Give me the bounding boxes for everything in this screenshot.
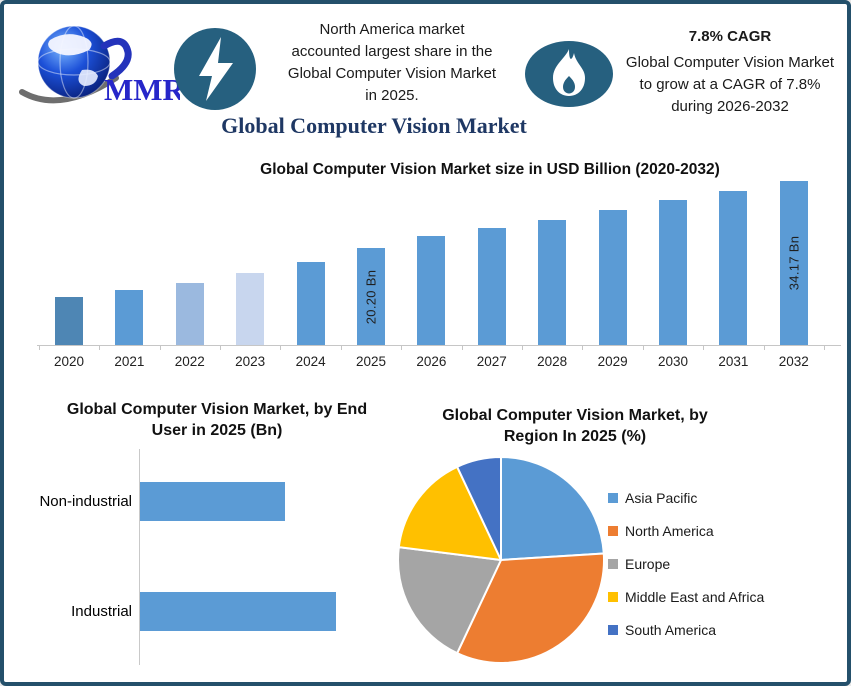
x-axis-tick bbox=[159, 346, 161, 350]
mmr-logo: MMR bbox=[16, 18, 186, 110]
x-axis-tick bbox=[99, 346, 101, 350]
enduser-chart-title: Global Computer Vision Market, by End Us… bbox=[66, 401, 368, 439]
page-title: Global Computer Vision Market bbox=[221, 113, 527, 138]
x-axis-label-2027: 2027 bbox=[476, 354, 507, 369]
legend-item-north-america: North America bbox=[608, 514, 764, 547]
bar-2030 bbox=[659, 200, 687, 345]
x-axis-label-2022: 2022 bbox=[174, 354, 205, 369]
x-axis-tick bbox=[522, 346, 523, 350]
x-axis-tick bbox=[280, 346, 282, 350]
x-axis-tick bbox=[582, 346, 584, 350]
pie-slice-middle-east-and-africa bbox=[397, 465, 502, 561]
legend-swatch-icon bbox=[608, 558, 618, 569]
x-axis-tick bbox=[38, 346, 40, 350]
bar-2031 bbox=[719, 190, 748, 345]
legend-swatch-icon bbox=[608, 624, 618, 635]
legend-label: North America bbox=[625, 522, 714, 539]
legend-label: South America bbox=[625, 621, 717, 638]
enduser-chart-plot bbox=[140, 449, 380, 665]
legend-swatch-icon bbox=[608, 525, 618, 536]
x-axis-label-2030: 2030 bbox=[657, 354, 689, 369]
logo-text: MMR bbox=[104, 72, 180, 107]
region-pie-chart bbox=[397, 456, 605, 664]
hbar-industrial bbox=[140, 592, 336, 631]
bar-2032 bbox=[779, 181, 808, 345]
cagr-block: 7.8% CAGR Global Computer Vision Market … bbox=[610, 28, 847, 118]
x-axis-label-2026: 2026 bbox=[416, 354, 447, 369]
cagr-text: Global Computer Vision Market to grow at… bbox=[625, 54, 835, 115]
pie-slice-asia-pacific bbox=[500, 456, 605, 561]
bar-2029 bbox=[598, 210, 627, 345]
bar-2026 bbox=[417, 235, 446, 345]
bar-2028 bbox=[538, 220, 567, 345]
x-axis-tick bbox=[824, 346, 825, 350]
x-axis-tick bbox=[461, 346, 463, 350]
x-axis-label-2032: 2032 bbox=[778, 354, 809, 369]
category-label-non-industrial: Non-industrial bbox=[39, 493, 132, 510]
pie-slice-north-america bbox=[456, 552, 605, 664]
bar-2023 bbox=[236, 272, 265, 345]
bar-2025 bbox=[357, 248, 385, 345]
legend-swatch-icon bbox=[608, 492, 618, 503]
legend-label: Middle East and Africa bbox=[625, 588, 765, 605]
x-axis-label-2023: 2023 bbox=[235, 354, 266, 369]
bar-chart-x-axis bbox=[37, 345, 841, 346]
x-axis-tick bbox=[642, 346, 644, 350]
x-axis-label-2029: 2029 bbox=[597, 354, 628, 369]
bar-2020 bbox=[55, 297, 83, 345]
legend-item-asia-pacific: Asia Pacific bbox=[608, 481, 764, 514]
globe-icon: MMR bbox=[19, 25, 186, 107]
bar-value-label-2025: 20.20 Bn bbox=[363, 269, 379, 324]
legend-swatch-icon bbox=[608, 591, 618, 602]
flame-icon bbox=[525, 41, 613, 107]
lightning-icon bbox=[174, 28, 256, 110]
region-pie-legend: Asia Pacific North America Europe Middle Ea… bbox=[608, 481, 764, 646]
x-axis-label-2028: 2028 bbox=[537, 354, 568, 369]
legend-label: Europe bbox=[625, 555, 671, 572]
bar-2022 bbox=[175, 282, 204, 345]
bar-value-label-2032: 34.17 Bn bbox=[786, 235, 802, 291]
x-axis-label-2020: 2020 bbox=[53, 354, 85, 369]
x-axis-tick bbox=[220, 346, 221, 350]
legend-item-middle-east-and-africa: Middle East and Africa bbox=[608, 580, 764, 613]
x-axis-tick bbox=[763, 346, 765, 350]
x-axis-label-2021: 2021 bbox=[114, 354, 145, 369]
x-axis-tick bbox=[703, 346, 705, 350]
legend-label: Asia Pacific bbox=[625, 489, 698, 506]
bar-2024 bbox=[296, 261, 325, 345]
bar-chart-plot: 20.20 Bn 34.17 Bn bbox=[37, 181, 837, 345]
enduser-chart-y-axis bbox=[139, 449, 140, 665]
x-axis-label-2024: 2024 bbox=[295, 354, 326, 369]
pie-slice-south-america bbox=[456, 456, 502, 561]
x-axis-tick bbox=[340, 346, 342, 350]
x-axis-tick bbox=[401, 346, 403, 350]
x-axis-label-2025: 2025 bbox=[355, 354, 387, 369]
legend-item-south-america: South America bbox=[608, 613, 764, 646]
hbar-non-industrial bbox=[140, 482, 286, 521]
x-axis-label-2031: 2031 bbox=[718, 354, 749, 369]
pie-slice-europe bbox=[397, 546, 502, 655]
cagr-title: 7.8% CAGR bbox=[688, 28, 772, 45]
bar-chart-title: Global Computer Vision Market size in US… bbox=[260, 161, 720, 178]
region-chart-title: Global Computer Vision Market, by Region… bbox=[442, 407, 708, 445]
headline-callout: North America market accounted largest s… bbox=[287, 21, 497, 104]
legend-item-europe: Europe bbox=[608, 547, 764, 580]
bar-2021 bbox=[115, 290, 144, 345]
category-label-industrial: Industrial bbox=[71, 603, 132, 620]
bar-2027 bbox=[477, 227, 506, 345]
